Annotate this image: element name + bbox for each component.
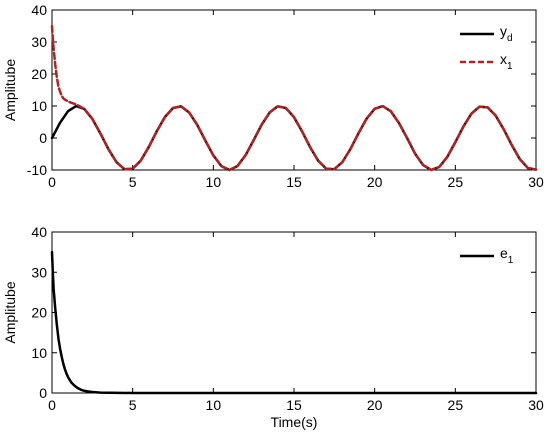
series-line-x1 [50, 24, 538, 172]
y-tick-label: 20 [31, 66, 47, 82]
x-tick-label: 25 [448, 174, 464, 190]
x-tick-label: 25 [448, 397, 464, 413]
x-tick-label: 0 [48, 174, 56, 190]
x-tick-label: 5 [129, 397, 137, 413]
y-axis-label: Amplitube [2, 59, 18, 121]
y-tick-label: 10 [31, 345, 47, 361]
y-axis-label: Amplitube [2, 281, 18, 343]
y-tick-label: 0 [39, 130, 47, 146]
x-tick-label: 0 [48, 397, 56, 413]
x-tick-label: 10 [206, 174, 222, 190]
x-tick-label: 15 [286, 397, 302, 413]
y-tick-label: 20 [31, 305, 47, 321]
y-tick-label: 0 [39, 385, 47, 401]
y-tick-label: 40 [31, 2, 47, 18]
x-tick-label: 5 [129, 174, 137, 190]
x-tick-label: 10 [206, 397, 222, 413]
x-tick-label: 20 [367, 397, 383, 413]
plot-frame [51, 231, 537, 394]
x-tick-label: 30 [528, 174, 544, 190]
x-tick-label: 15 [286, 174, 302, 190]
x-axis-label: Time(s) [271, 414, 318, 430]
x-tick-label: 20 [367, 174, 383, 190]
x-tick-label: 30 [528, 397, 544, 413]
series-line-e1 [50, 250, 538, 395]
y-tick-label: 30 [31, 34, 47, 50]
y-tick-label: 10 [31, 98, 47, 114]
y-tick-label: -10 [27, 162, 47, 178]
y-tick-label: 30 [31, 264, 47, 280]
y-tick-label: 40 [31, 224, 47, 240]
